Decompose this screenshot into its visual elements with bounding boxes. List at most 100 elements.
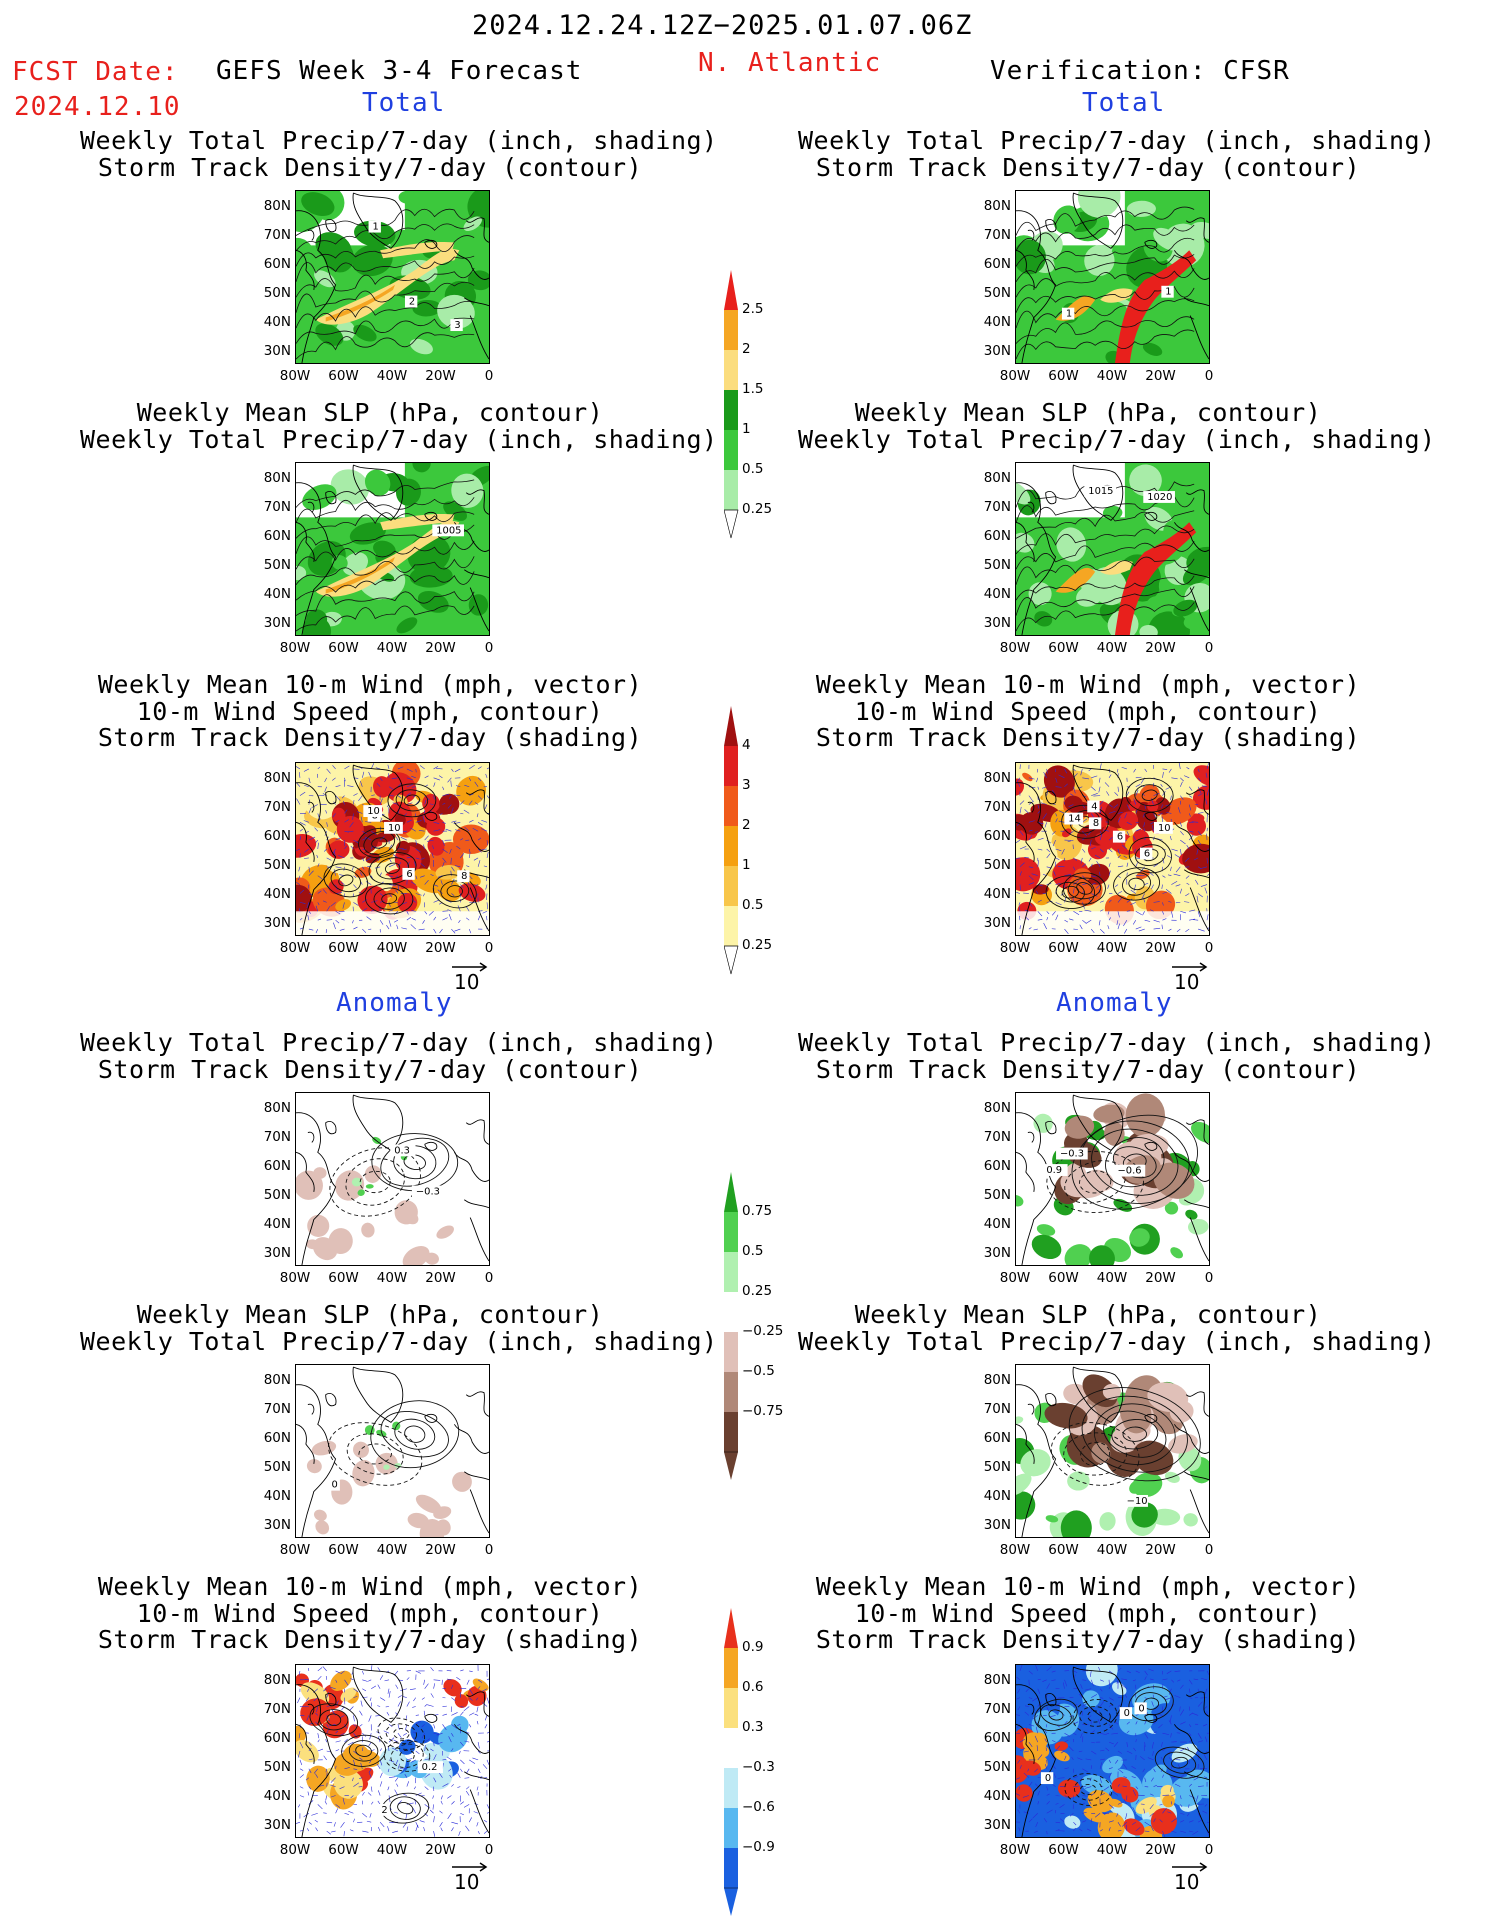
- map-left-wind-total: 1086810: [295, 762, 490, 936]
- latitude-tick-label: 30N: [263, 1517, 291, 1533]
- colorbar-storm-total: [723, 706, 739, 980]
- latitude-tick-label: 80N: [263, 770, 291, 786]
- contour-label: 6: [1144, 849, 1150, 860]
- title-left-wind-anom: Weekly Mean 10-m Wind (mph, vector) 10-m…: [80, 1572, 660, 1654]
- colorbar-svg: [723, 270, 739, 539]
- latitude-tick-label: 50N: [263, 1759, 291, 1775]
- latitude-tick-label: 60N: [983, 256, 1011, 272]
- map-canvas: 0.3 −0.3: [296, 1093, 489, 1265]
- latitude-tick-label: 50N: [983, 857, 1011, 873]
- longitude-tick-label: 80W: [999, 1842, 1031, 1858]
- longitude-tick-label: 60W: [1048, 1542, 1079, 1558]
- longitude-tick-label: 40W: [1096, 1270, 1128, 1286]
- contour-label: 3: [454, 320, 460, 331]
- section-anomaly-left: Anomaly: [336, 988, 453, 1018]
- title-left-slp-total: Weekly Mean SLP (hPa, contour) Weekly To…: [80, 399, 717, 453]
- contour-label: 10: [367, 806, 380, 817]
- colorbar-tick-label: 1: [742, 857, 751, 873]
- longitude-tick-label: 0: [1204, 1542, 1214, 1558]
- map-left-precip-total: 3 2 1: [295, 190, 490, 364]
- title-line: Weekly Mean 10-m Wind (mph, vector): [815, 1572, 1361, 1601]
- title-line: Weekly Total Precip/7-day (inch, shading…: [798, 126, 1436, 155]
- latitude-tick-label: 60N: [263, 1158, 291, 1174]
- longitude-tick-label: 20W: [425, 640, 456, 656]
- contour-label: 1005: [436, 525, 461, 536]
- latitude-tick-label: 60N: [983, 828, 1011, 844]
- latitude-tick-label: 50N: [983, 1187, 1011, 1203]
- title-right-precip-anom: Weekly Total Precip/7-day (inch, shading…: [798, 1028, 1436, 1083]
- longitude-tick-label: 40W: [1096, 368, 1128, 384]
- colorbar-tick-label: −0.9: [742, 1839, 775, 1855]
- map-canvas: 0.22: [296, 1665, 489, 1837]
- latitude-tick-label: 40N: [983, 1788, 1011, 1804]
- colorbar-tick-label: −0.25: [742, 1323, 784, 1339]
- latitude-tick-label: 40N: [983, 1216, 1011, 1232]
- map-left-slp-total: 1005: [295, 462, 490, 636]
- latitude-tick-label: 70N: [983, 227, 1011, 243]
- longitude-tick-label: 80W: [999, 368, 1031, 384]
- arrow-right-icon: [1172, 1862, 1208, 1872]
- longitude-tick-label: 40W: [376, 640, 408, 656]
- longitude-tick-label: 0: [484, 1842, 494, 1858]
- colorbar-tick-label: 0.25: [742, 937, 773, 953]
- colorbar-storm-anom: [724, 1608, 738, 1922]
- title-right-precip-total: Weekly Total Precip/7-day (inch, shading…: [798, 126, 1436, 181]
- map-canvas: 8 14 4 10 6 6: [1016, 763, 1209, 935]
- latitude-tick-label: 60N: [983, 1730, 1011, 1746]
- latitude-tick-label: 40N: [263, 886, 291, 902]
- contour-label: 0.9: [1046, 1165, 1062, 1176]
- latitude-tick-label: 60N: [263, 828, 291, 844]
- map-canvas: −0.6 −0.3 0.9: [1016, 1093, 1209, 1265]
- title-line: 10-m Wind Speed (mph, contour): [136, 696, 604, 726]
- map-canvas: 1086810: [296, 763, 489, 935]
- title-right-wind-anom: Weekly Mean 10-m Wind (mph, vector) 10-m…: [798, 1572, 1378, 1654]
- colorbar-tick-label: 0.25: [742, 501, 773, 517]
- contour-label: 1: [373, 222, 379, 233]
- title-line: 10-m Wind Speed (mph, contour): [854, 696, 1322, 726]
- colorbar-tick-label: 2: [742, 817, 751, 833]
- latitude-tick-label: 50N: [263, 557, 291, 573]
- map-canvas: −10: [1016, 1365, 1209, 1537]
- colorbar-tick-label: −0.6: [742, 1799, 775, 1815]
- latitude-tick-label: 50N: [263, 1459, 291, 1475]
- section-total-left: Total: [362, 88, 446, 118]
- longitude-tick-label: 80W: [999, 1542, 1031, 1558]
- longitude-tick-label: 60W: [1048, 1842, 1079, 1858]
- longitude-tick-label: 80W: [279, 1270, 311, 1286]
- longitude-tick-label: 20W: [425, 1542, 456, 1558]
- reference-vector: 10: [1170, 1860, 1214, 1896]
- latitude-tick-label: 30N: [263, 615, 291, 631]
- title-line: Storm Track Density/7-day (contour): [97, 152, 643, 182]
- title-line: Weekly Mean 10-m Wind (mph, vector): [97, 1572, 643, 1601]
- latitude-tick-label: 30N: [263, 1245, 291, 1261]
- latitude-tick-label: 70N: [983, 1701, 1011, 1717]
- latitude-tick-label: 80N: [983, 1672, 1011, 1688]
- colorbar-tick-label: −0.5: [742, 1363, 775, 1379]
- contour-label: 2: [409, 297, 415, 308]
- longitude-tick-label: 20W: [1145, 1842, 1176, 1858]
- longitude-tick-label: 40W: [376, 1270, 408, 1286]
- title-line: Storm Track Density/7-day (shading): [815, 1625, 1361, 1654]
- latitude-tick-label: 50N: [983, 285, 1011, 301]
- title-left-precip-anom: Weekly Total Precip/7-day (inch, shading…: [80, 1028, 718, 1083]
- reference-vector-label: 10: [454, 970, 480, 994]
- longitude-tick-label: 60W: [328, 1270, 359, 1286]
- contour-label: −10: [1127, 1496, 1148, 1507]
- title-line: Weekly Total Precip/7-day (inch, shading…: [798, 1028, 1436, 1057]
- colorbar-tick-label: −0.3: [742, 1759, 775, 1775]
- colorbar-tick-label: −0.75: [742, 1403, 784, 1419]
- title-line: Weekly Total Precip/7-day (inch, shading…: [80, 1028, 718, 1057]
- reference-vector: 10: [450, 960, 494, 996]
- fcst-date-value: 2024.12.10: [14, 92, 181, 122]
- map-left-precip-anom: 0.3 −0.3: [295, 1092, 490, 1266]
- latitude-tick-label: 40N: [263, 314, 291, 330]
- colorbar-tick-label: 1: [742, 421, 751, 437]
- contour-label: 1015: [1088, 486, 1113, 497]
- forecast-period: 2024.12.24.12Z−2025.01.07.06Z: [472, 10, 973, 41]
- latitude-tick-label: 60N: [263, 528, 291, 544]
- contour-label: 10: [1158, 823, 1171, 834]
- latitude-tick-label: 80N: [263, 198, 291, 214]
- longitude-tick-label: 40W: [376, 1842, 408, 1858]
- reference-vector-label: 10: [1174, 970, 1200, 994]
